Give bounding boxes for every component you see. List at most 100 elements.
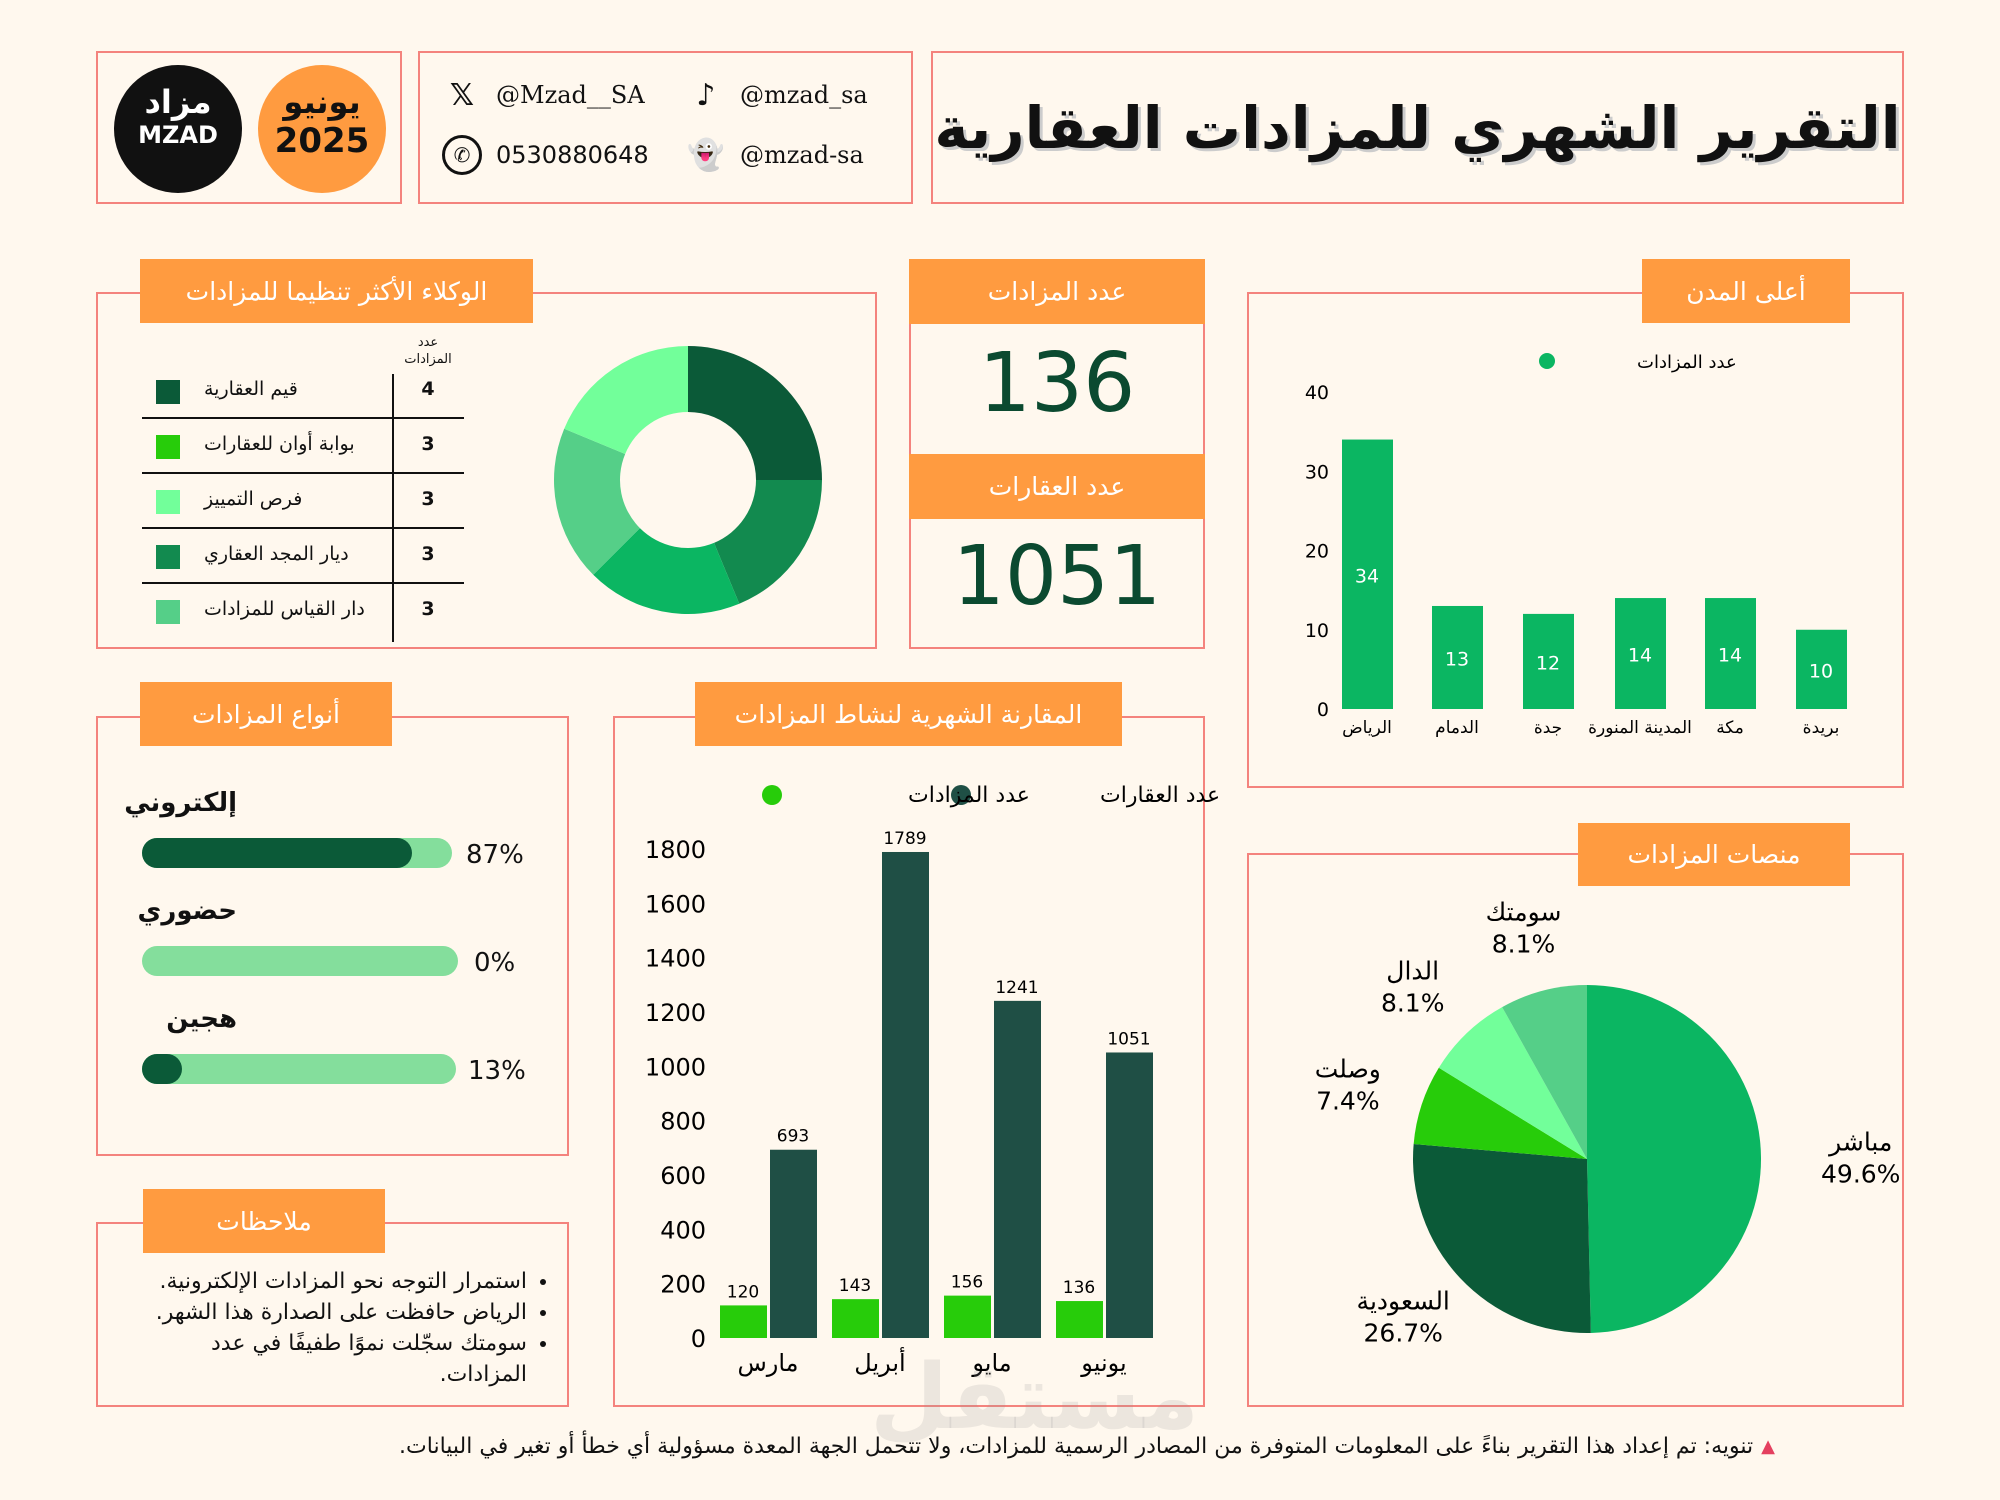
y-tick-label: 400 — [660, 1216, 706, 1244]
agent-count: 3 — [421, 488, 435, 510]
bar-value-label: 14 — [1628, 645, 1652, 667]
y-tick-label: 800 — [660, 1108, 706, 1136]
bar — [832, 1299, 879, 1338]
slice-label: وصلت — [1315, 1055, 1381, 1085]
x-tick-label: جدة — [1534, 718, 1562, 738]
page-title: التقرير الشهري للمزادات العقارية — [934, 93, 1901, 162]
note-item: الرياض حافظت على الصدارة هذا الشهر. — [128, 1297, 527, 1328]
properties-count-value: 1051 — [952, 529, 1162, 624]
agents-panel: عدد المزادات قيم العقارية 4 بوابة أوان للع… — [96, 292, 877, 649]
agents-title: الوكلاء الأكثر تنظيما للمزادات — [140, 259, 533, 323]
pie-slice — [1413, 1143, 1591, 1333]
platforms-title: منصات المزادات — [1578, 823, 1850, 886]
slice-label: السعودية — [1357, 1287, 1450, 1316]
cities-bar-chart: عدد المزادات 0 10 20 30 40 34 الرياض 13 الدمام 12 ج… — [1305, 352, 1847, 738]
bar-value-label: 12 — [1536, 652, 1560, 674]
x-tick-label: مكة — [1716, 718, 1744, 738]
auctions-count-value: 136 — [978, 336, 1136, 431]
slice-percent: 49.6% — [1821, 1159, 1900, 1188]
type-label: حضوري — [137, 896, 237, 926]
slice-label: سومتك — [1486, 897, 1562, 926]
x-tick-label: الدمام — [1435, 718, 1479, 738]
pie-slice — [1502, 985, 1587, 1159]
bar — [994, 1000, 1041, 1338]
title-box: التقرير الشهري للمزادات العقارية — [931, 51, 1904, 204]
progress-fill — [142, 1054, 183, 1084]
y-tick-label: 20 — [1305, 541, 1329, 563]
cities-title: أعلى المدن — [1642, 259, 1850, 323]
x-tick-label: الرياض — [1342, 718, 1392, 738]
bar-value-label: 10 — [1809, 660, 1833, 682]
legend-swatch — [156, 490, 180, 514]
bar — [882, 851, 929, 1338]
monthly-title: المقارنة الشهرية لنشاط المزادات — [695, 682, 1122, 746]
bar — [944, 1295, 991, 1338]
slice-percent: 8.1% — [1381, 988, 1445, 1017]
donut-slice — [554, 428, 640, 575]
bar — [1523, 613, 1574, 709]
note-item: سومتك سجّلت نموًا طفيفًا في عدد المزادات… — [128, 1328, 527, 1390]
properties-count-label: عدد العقارات — [909, 454, 1205, 519]
tiktok-icon: ♪ — [696, 77, 716, 113]
donut-slice — [714, 480, 822, 604]
y-tick-label: 200 — [660, 1271, 706, 1299]
types-title: أنواع المزادات — [140, 682, 392, 746]
y-tick-label: 1400 — [645, 945, 706, 973]
agent-count: 3 — [421, 433, 435, 455]
platforms-panel: مباشر 49.6% السعودية 26.7% وصلت 7.4% الدال 8.1%… — [1247, 853, 1904, 1407]
legend-label: عدد العقارات — [1100, 783, 1220, 808]
bar-value-label: 14 — [1718, 645, 1742, 667]
legend-swatch — [156, 435, 180, 459]
table-divider — [392, 374, 394, 642]
y-tick-label: 600 — [660, 1162, 706, 1190]
bar — [1056, 1301, 1103, 1338]
x-icon: 𝕏 — [449, 77, 475, 113]
x-tick-label: يونيو — [1080, 1349, 1126, 1377]
bar-value-label: 120 — [727, 1282, 759, 1302]
month-badge: يونيو 2025 — [258, 65, 386, 193]
legend-swatch — [156, 545, 180, 569]
legend-dot — [951, 785, 971, 805]
type-percent: 0% — [474, 948, 516, 978]
monthly-bar-chart: عدد العقارات عدد المزادات 0 200 400 600 800 100… — [645, 783, 1220, 1377]
social-box: 𝕏 @Mzad__SA ♪ @mzad_sa ✆ 0530880648 👻 @mzad-… — [418, 51, 913, 204]
agent-name: فرص التمييز — [204, 488, 303, 510]
bar — [1106, 1052, 1153, 1338]
y-tick-label: 40 — [1305, 382, 1329, 404]
legend-label: عدد المزادات — [908, 783, 1030, 808]
social-whatsapp[interactable]: ✆ 0530880648 — [442, 135, 649, 175]
agent-row: دار القياس للمزادات 3 — [142, 584, 464, 639]
slice-label: مباشر — [1827, 1127, 1892, 1156]
y-tick-label: 30 — [1305, 461, 1329, 483]
legend-dot — [762, 785, 782, 805]
social-snapchat[interactable]: 👻 @mzad-sa — [686, 135, 864, 175]
progress-fill — [142, 838, 412, 868]
legend-swatch — [156, 600, 180, 624]
monthly-panel: عدد العقارات عدد المزادات 0 200 400 600 800 100… — [613, 716, 1220, 1407]
social-x[interactable]: 𝕏 @Mzad__SA — [442, 75, 645, 115]
progress-track — [142, 946, 458, 976]
bar-value-label: 1789 — [883, 829, 926, 849]
y-tick-label: 1800 — [645, 836, 706, 864]
bar-value-label: 13 — [1445, 648, 1469, 670]
bar — [1796, 629, 1847, 709]
social-tiktok[interactable]: ♪ @mzad_sa — [686, 75, 867, 115]
totals-panel: عدد المزادات 136 عدد العقارات 1051 — [909, 259, 1205, 649]
agent-name: بوابة أوان للعقارات — [204, 433, 355, 455]
bar — [1705, 598, 1756, 709]
snapchat-icon: 👻 — [687, 137, 725, 173]
x-tick-label: أبريل — [854, 1347, 905, 1377]
slice-label: الدال — [1386, 956, 1439, 985]
mzad-logo: مزاد MZAD — [114, 65, 242, 193]
agent-row: ديار المجد العقاري 3 — [142, 529, 464, 584]
legend-swatch — [156, 380, 180, 404]
pie-slice — [1587, 985, 1761, 1333]
agent-name: قيم العقارية — [204, 378, 298, 400]
slice-percent: 7.4% — [1316, 1087, 1380, 1116]
bar — [1615, 598, 1666, 709]
types-panel: إلكتروني 87% حضوري 0% هجين 13% — [96, 716, 569, 1156]
bar — [1342, 439, 1393, 709]
pie-slice — [1413, 1067, 1587, 1159]
slice-percent: 8.1% — [1492, 929, 1556, 958]
legend-label: عدد المزادات — [1637, 352, 1737, 373]
